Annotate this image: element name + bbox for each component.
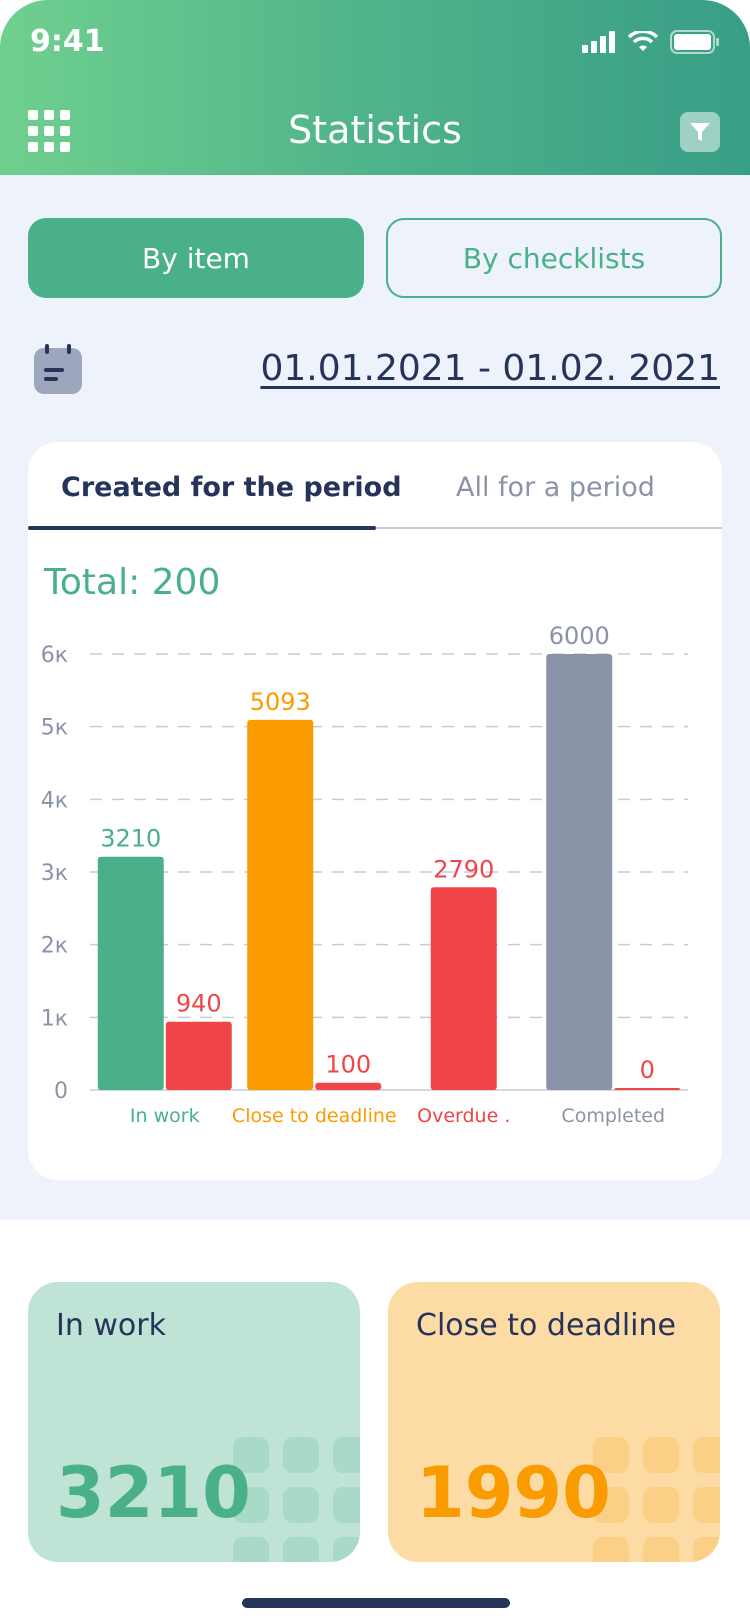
decorative-dot — [693, 1537, 720, 1562]
y-tick-label: 6к — [41, 643, 68, 668]
bar-value-label: 3210 — [100, 825, 161, 853]
y-tick-label: 3к — [41, 861, 68, 886]
wifi-icon — [628, 31, 658, 51]
bar-chart: 0 1к 2к 3к 4к 5к 6к 3210 940 In work 5093 100 Close … — [41, 622, 688, 1127]
bar-value-label: 0 — [640, 1056, 655, 1084]
bar — [430, 887, 497, 1090]
close-to-deadline-card-title: Close to deadline — [416, 1308, 676, 1343]
decorative-dot — [593, 1437, 629, 1473]
bar-value-label: 940 — [176, 990, 222, 1018]
bar-value-label: 100 — [325, 1051, 371, 1079]
filter-icon — [690, 123, 710, 141]
x-category-label: Close to deadline — [232, 1105, 397, 1127]
decorative-dot — [283, 1487, 319, 1523]
decorative-dot — [593, 1487, 629, 1523]
x-category-label: In work — [130, 1105, 200, 1127]
in-work-card[interactable]: In work 3210 — [28, 1282, 360, 1562]
x-category-label: Overdue . — [417, 1105, 510, 1127]
decorative-dot — [643, 1537, 679, 1562]
battery-icon — [670, 30, 719, 54]
bar — [247, 719, 314, 1090]
y-tick-label: 2к — [41, 934, 68, 959]
bar — [165, 1021, 232, 1090]
decorative-dot — [233, 1537, 269, 1562]
decorative-dot — [643, 1487, 679, 1523]
decorative-dot — [233, 1437, 269, 1473]
filter-button[interactable] — [680, 112, 720, 152]
y-tick-label: 0 — [54, 1079, 68, 1104]
decorative-dot — [593, 1537, 629, 1562]
close-to-deadline-card[interactable]: Close to deadline 1990 — [388, 1282, 720, 1562]
menu-grid-icon[interactable] — [28, 110, 70, 152]
home-indicator — [242, 1598, 510, 1608]
date-range-link[interactable]: 01.01.2021 - 01.02. 2021 — [260, 348, 720, 389]
decorative-dot — [283, 1437, 319, 1473]
y-tick-label: 1к — [41, 1006, 68, 1031]
bar — [546, 654, 613, 1090]
status-icons — [582, 30, 720, 54]
total-label: Total: 200 — [44, 562, 221, 603]
bar — [614, 1088, 681, 1090]
bar-value-label: 5093 — [250, 688, 311, 716]
in-work-card-value: 3210 — [56, 1452, 251, 1534]
decorative-dot — [693, 1437, 720, 1473]
decorative-dot — [283, 1537, 319, 1562]
y-tick-label: 5к — [41, 716, 68, 741]
by-item-button[interactable]: By item — [28, 218, 364, 298]
statistics-card: Created for the period All for a period … — [28, 442, 722, 1180]
page-title: Statistics — [288, 108, 462, 152]
decorative-dot — [333, 1537, 360, 1562]
x-category-label: Completed — [561, 1105, 665, 1127]
decorative-dot — [333, 1487, 360, 1523]
tab-created-for-period[interactable]: Created for the period — [61, 472, 402, 503]
bar-value-label: 2790 — [433, 855, 494, 883]
bar — [315, 1082, 382, 1090]
calendar-icon[interactable] — [34, 344, 82, 394]
close-to-deadline-card-value: 1990 — [416, 1452, 611, 1534]
tab-active-indicator — [28, 526, 376, 530]
decorative-dot — [643, 1437, 679, 1473]
y-tick-label: 4к — [41, 788, 68, 813]
bar-value-label: 6000 — [549, 622, 610, 650]
by-checklists-button[interactable]: By checklists — [386, 218, 722, 298]
tab-all-for-period[interactable]: All for a period — [456, 472, 655, 503]
in-work-card-title: In work — [56, 1308, 166, 1343]
decorative-dot — [693, 1487, 720, 1523]
signal-icon — [582, 31, 615, 53]
app-header: 9:41 Statistics — [0, 0, 750, 175]
bar — [97, 856, 164, 1090]
decorative-dot — [233, 1487, 269, 1523]
status-time: 9:41 — [30, 24, 105, 59]
decorative-dot — [333, 1437, 360, 1473]
